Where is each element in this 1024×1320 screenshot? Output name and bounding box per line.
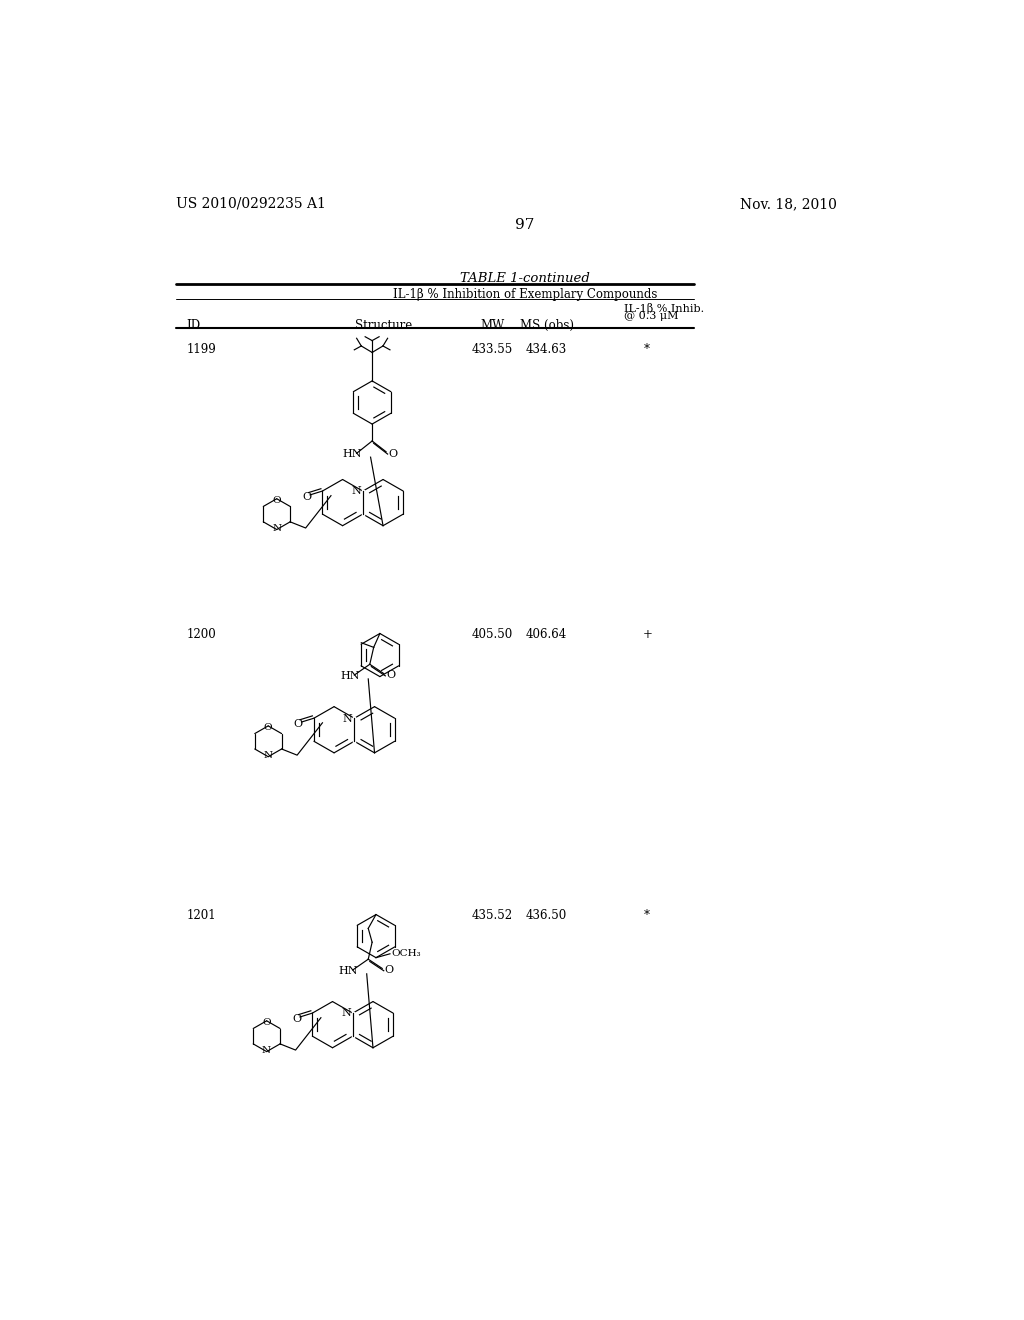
Text: O: O bbox=[262, 1018, 270, 1027]
Text: 434.63: 434.63 bbox=[526, 343, 567, 356]
Text: MS (obs): MS (obs) bbox=[519, 318, 573, 331]
Text: O: O bbox=[385, 965, 393, 975]
Text: MW: MW bbox=[480, 318, 505, 331]
Text: N: N bbox=[272, 524, 282, 533]
Text: Structure: Structure bbox=[355, 318, 413, 331]
Text: 1200: 1200 bbox=[186, 628, 216, 642]
Text: *: * bbox=[644, 343, 650, 356]
Text: *: * bbox=[644, 909, 650, 923]
Text: 406.64: 406.64 bbox=[526, 628, 567, 642]
Text: N: N bbox=[262, 1047, 271, 1055]
Text: 436.50: 436.50 bbox=[526, 909, 567, 923]
Text: N: N bbox=[343, 714, 352, 723]
Text: N: N bbox=[341, 1008, 351, 1019]
Text: O: O bbox=[294, 719, 303, 729]
Text: OCH₃: OCH₃ bbox=[391, 949, 421, 958]
Text: 433.55: 433.55 bbox=[472, 343, 513, 356]
Text: HN: HN bbox=[343, 449, 362, 459]
Text: O: O bbox=[388, 449, 397, 458]
Text: 405.50: 405.50 bbox=[472, 628, 513, 642]
Text: O: O bbox=[292, 1014, 301, 1024]
Text: TABLE 1-continued: TABLE 1-continued bbox=[460, 272, 590, 285]
Text: N: N bbox=[263, 751, 272, 760]
Text: HN: HN bbox=[339, 966, 358, 975]
Text: O: O bbox=[302, 492, 311, 502]
Text: @ 0.3 μM: @ 0.3 μM bbox=[624, 312, 679, 321]
Text: +: + bbox=[642, 628, 652, 642]
Text: Nov. 18, 2010: Nov. 18, 2010 bbox=[740, 197, 838, 211]
Text: O: O bbox=[263, 723, 272, 731]
Text: 1199: 1199 bbox=[186, 343, 216, 356]
Text: 435.52: 435.52 bbox=[472, 909, 513, 923]
Text: 1201: 1201 bbox=[186, 909, 216, 923]
Text: N: N bbox=[351, 487, 360, 496]
Text: 97: 97 bbox=[515, 218, 535, 232]
Text: IL-1β % Inhibition of Exemplary Compounds: IL-1β % Inhibition of Exemplary Compound… bbox=[392, 288, 657, 301]
Text: O: O bbox=[386, 671, 395, 680]
Text: ID: ID bbox=[186, 318, 201, 331]
Text: O: O bbox=[272, 496, 281, 504]
Text: IL-1β % Inhib.: IL-1β % Inhib. bbox=[624, 304, 705, 314]
Text: US 2010/0292235 A1: US 2010/0292235 A1 bbox=[176, 197, 326, 211]
Text: HN: HN bbox=[340, 671, 359, 681]
